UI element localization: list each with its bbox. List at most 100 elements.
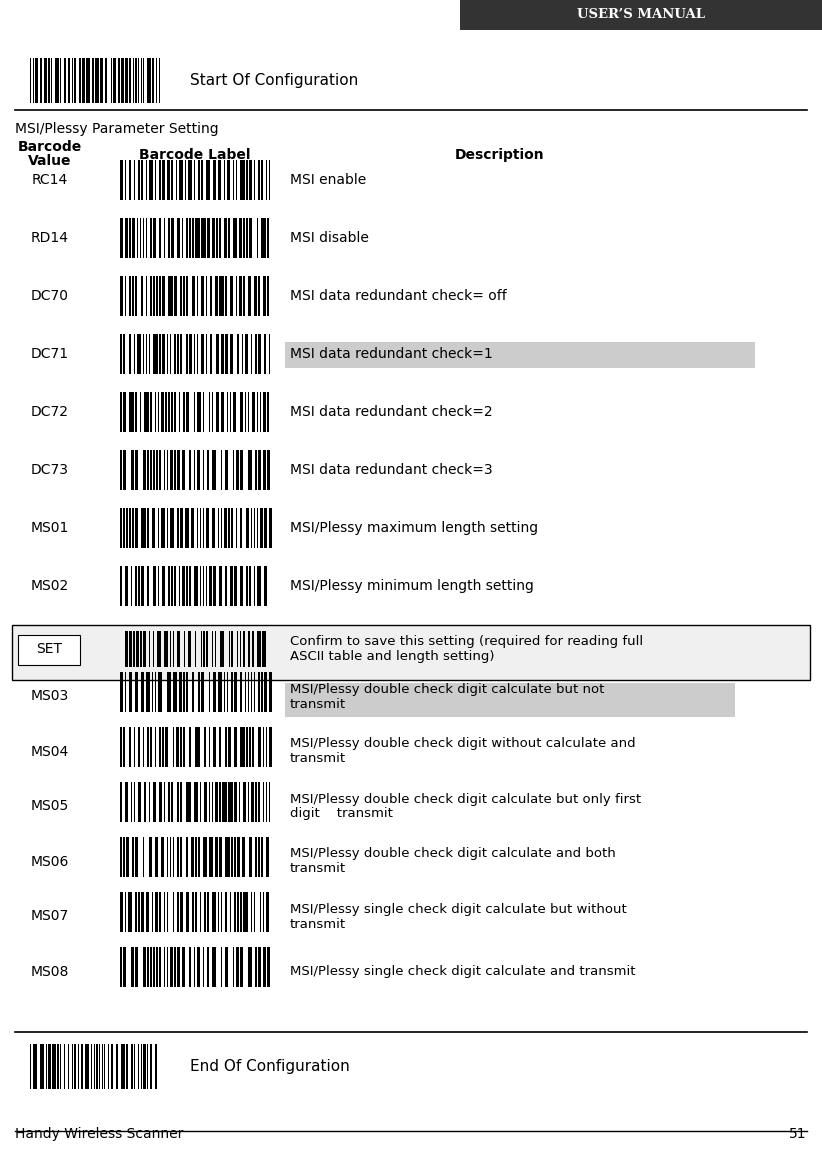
Bar bbox=[151, 508, 155, 548]
Bar bbox=[168, 566, 169, 606]
Bar bbox=[171, 782, 173, 821]
Bar bbox=[232, 631, 233, 666]
Bar bbox=[142, 836, 144, 876]
Bar bbox=[159, 334, 160, 374]
Bar bbox=[94, 1043, 95, 1088]
Bar bbox=[171, 566, 173, 606]
Bar bbox=[261, 671, 262, 711]
Bar bbox=[261, 160, 262, 199]
Bar bbox=[262, 726, 264, 767]
Bar bbox=[164, 631, 169, 666]
Text: Description: Description bbox=[455, 148, 545, 163]
Bar bbox=[78, 1043, 80, 1088]
Bar bbox=[260, 891, 261, 932]
Text: MSI/Plessy Parameter Setting: MSI/Plessy Parameter Setting bbox=[15, 122, 219, 136]
Bar bbox=[165, 726, 168, 767]
Bar bbox=[147, 508, 149, 548]
Bar bbox=[138, 726, 140, 767]
Bar bbox=[189, 947, 191, 987]
Bar bbox=[55, 58, 58, 103]
Bar bbox=[149, 631, 150, 666]
Bar bbox=[240, 726, 244, 767]
Bar bbox=[142, 218, 144, 258]
Bar bbox=[225, 276, 227, 316]
Bar bbox=[155, 671, 156, 711]
Bar bbox=[159, 726, 160, 767]
Bar bbox=[60, 58, 61, 103]
Bar bbox=[129, 726, 131, 767]
Bar bbox=[129, 218, 131, 258]
Bar bbox=[141, 508, 145, 548]
Bar bbox=[209, 836, 213, 876]
Bar bbox=[173, 726, 174, 767]
Bar bbox=[177, 218, 180, 258]
Bar bbox=[267, 450, 270, 490]
Bar bbox=[124, 671, 126, 711]
Bar bbox=[155, 1043, 157, 1088]
Bar bbox=[235, 947, 238, 987]
Bar bbox=[33, 1043, 36, 1088]
Bar bbox=[266, 891, 269, 932]
Bar bbox=[35, 58, 38, 103]
Bar bbox=[215, 631, 216, 666]
Bar bbox=[145, 334, 147, 374]
Bar bbox=[171, 392, 173, 432]
Bar bbox=[233, 392, 235, 432]
Bar bbox=[177, 508, 178, 548]
Bar bbox=[182, 566, 184, 606]
Bar bbox=[248, 631, 250, 666]
Text: MSI/Plessy double check digit calculate but not
transmit: MSI/Plessy double check digit calculate … bbox=[290, 683, 604, 710]
Bar bbox=[255, 334, 256, 374]
Bar bbox=[174, 566, 176, 606]
Bar bbox=[211, 392, 213, 432]
Bar bbox=[138, 782, 141, 821]
Bar bbox=[229, 631, 230, 666]
Bar bbox=[285, 342, 755, 368]
Bar bbox=[180, 782, 182, 821]
Bar bbox=[260, 392, 261, 432]
Bar bbox=[247, 276, 251, 316]
Bar bbox=[253, 160, 255, 199]
Bar bbox=[220, 508, 222, 548]
Bar bbox=[196, 334, 198, 374]
Bar bbox=[160, 836, 164, 876]
Bar bbox=[202, 836, 207, 876]
Bar bbox=[213, 671, 216, 711]
Bar bbox=[132, 58, 134, 103]
Bar bbox=[219, 276, 224, 316]
Bar bbox=[225, 566, 227, 606]
Bar bbox=[244, 334, 247, 374]
Bar bbox=[195, 218, 200, 258]
Bar bbox=[193, 334, 195, 374]
Bar bbox=[44, 58, 47, 103]
Bar bbox=[206, 276, 207, 316]
Text: MS05: MS05 bbox=[31, 799, 69, 814]
Bar bbox=[251, 334, 252, 374]
Text: USER’S MANUAL: USER’S MANUAL bbox=[577, 8, 705, 22]
Bar bbox=[136, 631, 139, 666]
Bar bbox=[211, 218, 215, 258]
Bar bbox=[192, 671, 193, 711]
Bar bbox=[133, 160, 135, 199]
Bar bbox=[176, 726, 178, 767]
Bar bbox=[258, 160, 260, 199]
Bar bbox=[215, 276, 218, 316]
Bar bbox=[234, 671, 237, 711]
Bar bbox=[159, 276, 160, 316]
Bar bbox=[207, 891, 209, 932]
Bar bbox=[219, 726, 220, 767]
Bar bbox=[196, 450, 200, 490]
Bar bbox=[266, 782, 267, 821]
Bar bbox=[247, 947, 252, 987]
Bar bbox=[120, 392, 122, 432]
Bar bbox=[228, 508, 229, 548]
Bar bbox=[255, 450, 256, 490]
Bar bbox=[169, 334, 171, 374]
Bar bbox=[145, 276, 147, 316]
Bar bbox=[202, 450, 204, 490]
Bar bbox=[168, 782, 169, 821]
Bar bbox=[264, 508, 267, 548]
Bar bbox=[156, 58, 157, 103]
Text: MSI disable: MSI disable bbox=[290, 231, 369, 244]
Bar bbox=[124, 218, 127, 258]
